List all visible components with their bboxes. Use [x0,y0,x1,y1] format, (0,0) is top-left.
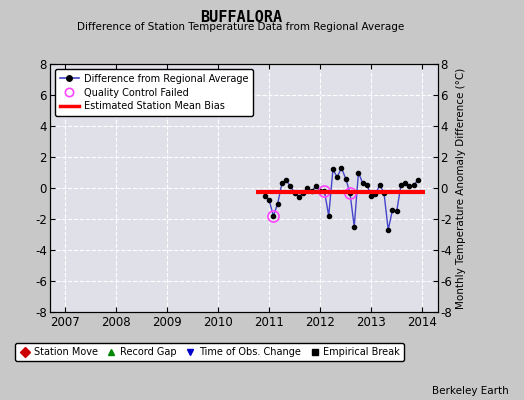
Legend: Station Move, Record Gap, Time of Obs. Change, Empirical Break: Station Move, Record Gap, Time of Obs. C… [15,343,404,361]
Y-axis label: Monthly Temperature Anomaly Difference (°C): Monthly Temperature Anomaly Difference (… [456,67,466,309]
Text: Difference of Station Temperature Data from Regional Average: Difference of Station Temperature Data f… [78,22,405,32]
Legend: Difference from Regional Average, Quality Control Failed, Estimated Station Mean: Difference from Regional Average, Qualit… [54,69,253,116]
Text: Berkeley Earth: Berkeley Earth [432,386,508,396]
Text: BUFFALORA: BUFFALORA [200,10,282,25]
